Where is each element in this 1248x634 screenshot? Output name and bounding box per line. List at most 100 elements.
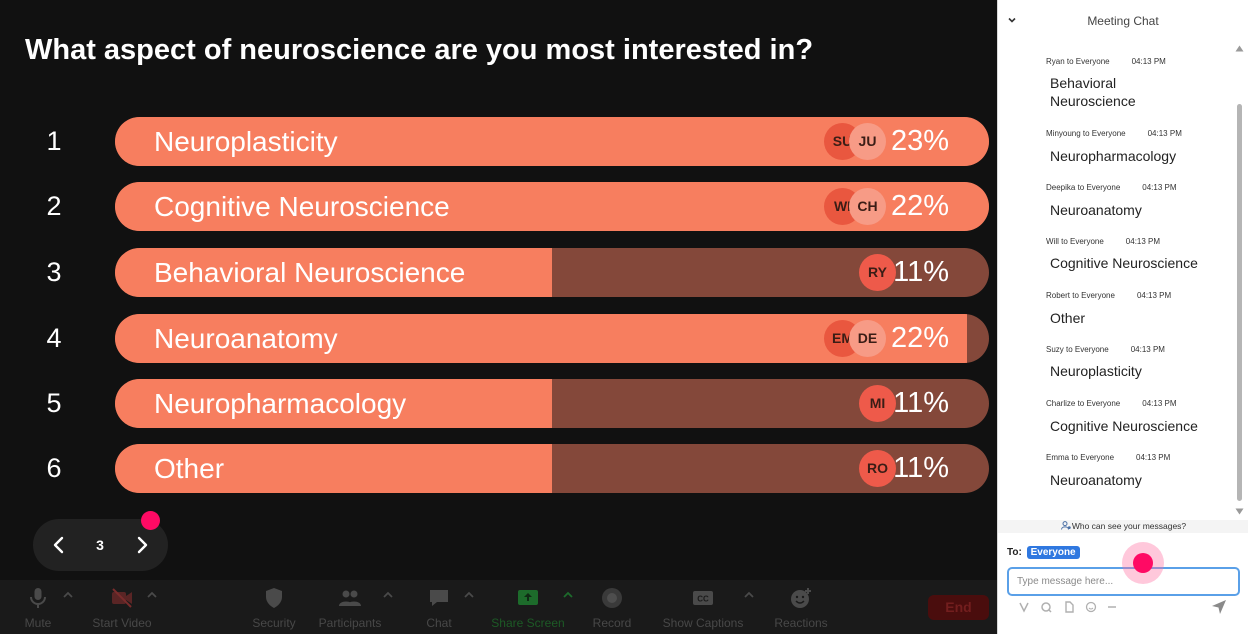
poll-option-percent: 11% [893, 256, 949, 288]
slide-navigator: 3 [33, 519, 168, 571]
chat-message-header: Charlize to Everyone 04:13 PM [1046, 399, 1177, 408]
chat-timestamp: 04:13 PM [1125, 237, 1161, 246]
end-meeting-button[interactable]: End [928, 595, 989, 620]
show-captions-button[interactable]: CC Show Captions [654, 584, 752, 632]
chat-scrollbar[interactable] [1237, 104, 1242, 501]
chat-message-text: Neuropharmacology [1050, 148, 1177, 164]
poll-option-percent: 11% [893, 452, 949, 484]
chevron-up-icon[interactable] [562, 589, 574, 601]
poll-question: What aspect of neuroscience are you most… [25, 34, 814, 66]
chat-timestamp: 04:13 PM [1131, 57, 1166, 66]
chat-title: Meeting Chat [1087, 14, 1159, 28]
chat-sender: Ryan to Everyone [1046, 57, 1110, 66]
mute-button[interactable]: Mute [14, 584, 62, 632]
chevron-right-icon[interactable] [129, 532, 155, 558]
poll-option-percent: 23% [890, 125, 949, 157]
chat-sender: Will to Everyone [1046, 237, 1104, 246]
chevron-up-icon[interactable] [62, 589, 74, 601]
chat-timestamp: 04:13 PM [1130, 345, 1165, 354]
poll-option-percent: 11% [893, 387, 949, 419]
poll-option-number: 3 [46, 257, 62, 287]
more-icon[interactable] [1106, 601, 1118, 613]
recipient-row: To: Everyone [1007, 546, 1080, 559]
chevron-up-icon[interactable] [743, 589, 755, 601]
chat-sender: Robert to Everyone [1046, 291, 1115, 300]
message-visibility-link[interactable]: Who can see your messages? [998, 520, 1248, 533]
chat-message-text: Neuroplasticity [1050, 363, 1142, 379]
chevron-down-icon[interactable] [1007, 15, 1017, 25]
poll-result-bar: Cognitive Neuroscience WI CH 22% [115, 182, 989, 231]
poll-result-fill [115, 444, 552, 493]
chat-sender: Emma to Everyone [1046, 453, 1115, 462]
chat-sender: Charlize to Everyone [1046, 399, 1121, 408]
chevron-left-icon[interactable] [46, 532, 72, 558]
chat-message-text: Behavioral Neuroscience [1050, 75, 1136, 109]
start-video-button[interactable]: Start Video [86, 584, 158, 632]
poll-option-label: Cognitive Neuroscience [154, 191, 450, 222]
chat-message-text: Neuroanatomy [1050, 202, 1142, 218]
record-label: Record [592, 616, 632, 630]
people-icon [339, 590, 361, 606]
poll-option-number: 5 [46, 388, 62, 418]
attach-file-icon[interactable] [1063, 601, 1075, 613]
chat-timestamp: 04:13 PM [1142, 183, 1177, 192]
poll-option-number: 2 [46, 191, 62, 221]
send-icon[interactable] [1210, 598, 1228, 616]
chevron-up-icon[interactable] [382, 589, 394, 601]
chat-label: Chat [426, 616, 452, 630]
poll-result-fill [115, 248, 552, 297]
chat-message-header: Deepika to Everyone 04:13 PM [1046, 183, 1177, 192]
voter-avatar: MI [859, 385, 896, 422]
recipient-selector[interactable]: Everyone [1026, 546, 1080, 559]
security-button[interactable]: Security [246, 584, 302, 632]
chat-button[interactable]: Chat [414, 584, 464, 632]
chat-message-header: Robert to Everyone 04:13 PM [1046, 291, 1171, 300]
chevron-up-icon[interactable] [463, 589, 475, 601]
chat-timestamp: 04:13 PM [1142, 399, 1177, 408]
voter-avatar: JU [849, 123, 886, 160]
mute-label: Mute [24, 616, 52, 630]
chevron-up-icon[interactable] [146, 589, 158, 601]
chat-sender: Deepika to Everyone [1046, 183, 1121, 192]
person-icon [1060, 521, 1071, 530]
chat-message-text: Neuroanatomy [1050, 472, 1142, 488]
voter-avatar: RY [859, 254, 896, 291]
chat-message-header: Ryan to Everyone 04:13 PM [1046, 57, 1166, 66]
share-screen-button[interactable]: Share Screen [486, 584, 570, 632]
video-off-icon [112, 588, 132, 608]
chat-sender: Minyoung to Everyone [1046, 129, 1126, 138]
chat-timestamp: 04:13 PM [1136, 291, 1172, 300]
chat-message-text: Cognitive Neuroscience [1050, 255, 1198, 271]
chat-message-input[interactable] [1007, 567, 1240, 596]
start-video-label: Start Video [92, 616, 152, 630]
format-icon[interactable] [1018, 601, 1030, 613]
chat-message-header: Suzy to Everyone 04:13 PM [1046, 345, 1165, 354]
shield-icon [266, 588, 282, 608]
scroll-down-arrow-icon[interactable] [1235, 508, 1244, 515]
share-screen-icon [518, 590, 538, 605]
record-button[interactable]: Record [586, 584, 638, 632]
poll-result-bar: Neuroplasticity SU JU 23% [115, 117, 989, 166]
emoji-icon[interactable] [1085, 601, 1097, 613]
voter-avatar: RO [859, 450, 896, 487]
poll-result-bar: Neuropharmacology MI 11% [115, 379, 989, 428]
smiley-add-icon [791, 588, 811, 608]
chat-bubble-icon [430, 590, 448, 606]
svg-text:CC: CC [697, 595, 709, 604]
visibility-note-text: Who can see your messages? [1071, 521, 1187, 531]
chat-timestamp: 04:13 PM [1136, 453, 1171, 462]
scroll-up-arrow-icon[interactable] [1235, 45, 1244, 52]
chat-timestamp: 04:13 PM [1147, 129, 1182, 138]
meeting-chat-panel: Meeting Chat Ryan to Everyone 04:13 PM Beh… [997, 0, 1248, 634]
poll-result-bar: Other RO 11% [115, 444, 989, 493]
share-screen-label: Share Screen [491, 616, 565, 630]
reactions-button[interactable]: Reactions [768, 584, 834, 632]
to-label: To: [1007, 547, 1022, 558]
chat-message-header: Emma to Everyone 04:13 PM [1046, 453, 1170, 462]
participants-button[interactable]: Participants [314, 584, 386, 632]
code-snippet-icon[interactable] [1040, 601, 1052, 613]
poll-option-label: Other [154, 453, 225, 484]
show-captions-label: Show Captions [662, 616, 744, 630]
chat-message-header: Minyoung to Everyone 04:13 PM [1046, 129, 1182, 138]
chat-message-text: Cognitive Neuroscience [1050, 418, 1198, 434]
